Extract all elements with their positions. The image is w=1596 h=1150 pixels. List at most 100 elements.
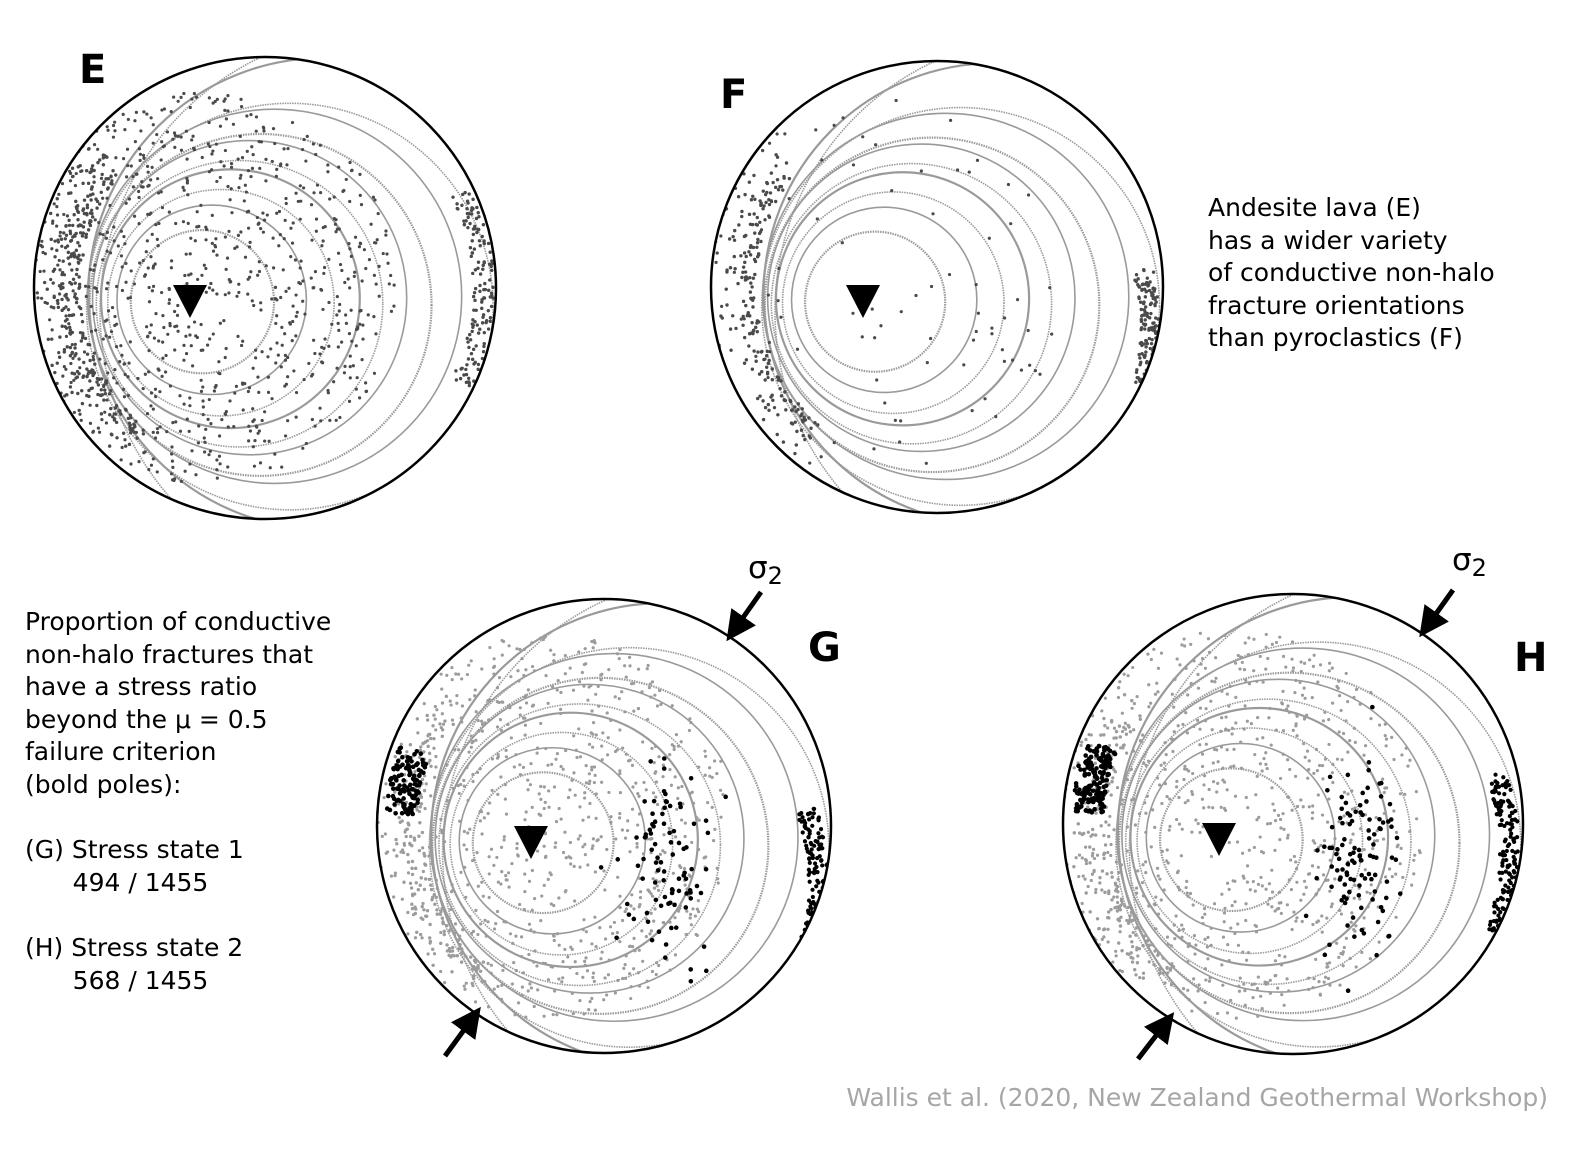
pole [277, 244, 281, 248]
pole [188, 396, 192, 400]
pole [92, 268, 96, 272]
pole [161, 314, 165, 318]
pole [188, 252, 192, 256]
pole [82, 220, 86, 224]
pole [109, 432, 114, 437]
pole [157, 221, 161, 226]
pole [266, 390, 271, 394]
pole [108, 203, 112, 208]
pole [46, 337, 51, 341]
pole [338, 262, 343, 267]
sigma2-arrow-h-top [1419, 588, 1456, 638]
pole [172, 95, 176, 99]
pole [233, 391, 237, 395]
sigma2-arrow-h-bottom [1136, 1012, 1175, 1061]
pole [90, 208, 94, 212]
pole [74, 231, 78, 236]
pole [296, 199, 300, 204]
pole [167, 210, 171, 214]
pole [137, 460, 141, 464]
pole [350, 168, 354, 172]
pole [141, 428, 145, 432]
pole [81, 181, 85, 186]
pole [106, 177, 111, 181]
pole [52, 202, 56, 206]
pole [335, 227, 339, 231]
pole [195, 225, 199, 229]
pole [319, 287, 323, 292]
pole [160, 108, 164, 112]
pole [218, 124, 223, 128]
pole [174, 420, 178, 424]
pole [75, 369, 80, 374]
pole [293, 258, 298, 262]
pole [57, 355, 62, 359]
pole [123, 128, 127, 132]
pole [312, 191, 316, 195]
pole [271, 236, 275, 240]
pole [389, 309, 394, 313]
pole [100, 172, 104, 177]
pole [94, 328, 98, 332]
pole [179, 148, 184, 152]
pole [285, 163, 289, 167]
pole [71, 254, 76, 258]
pole [91, 354, 95, 359]
pole [290, 339, 294, 343]
pole [280, 325, 284, 329]
pole [75, 267, 79, 272]
pole [201, 405, 205, 409]
pole [118, 412, 123, 416]
pole [289, 255, 293, 259]
pole [85, 374, 89, 379]
pole [246, 209, 251, 213]
pole [122, 395, 127, 399]
pole [195, 210, 199, 214]
pole [332, 380, 336, 384]
pole [364, 266, 368, 271]
pole [77, 285, 82, 289]
pole [266, 375, 270, 379]
pole [238, 134, 242, 138]
pole [217, 454, 222, 458]
pole [60, 297, 64, 302]
pole [226, 425, 230, 429]
pole [215, 476, 219, 480]
pole [336, 251, 341, 255]
pole [184, 252, 188, 256]
pole [366, 313, 370, 317]
pole [313, 269, 318, 274]
pole [109, 406, 113, 411]
pole [101, 337, 105, 341]
pole [377, 264, 381, 268]
pole [294, 293, 298, 297]
pole [155, 431, 160, 435]
pole [151, 284, 156, 288]
pole [110, 179, 114, 183]
pole [294, 415, 298, 419]
pole [358, 322, 362, 326]
pole [175, 324, 179, 328]
pole [70, 175, 75, 179]
pole [244, 190, 248, 194]
pole [147, 300, 152, 304]
pole [247, 439, 251, 443]
pole [204, 427, 208, 431]
pole [387, 282, 391, 286]
pole [185, 282, 189, 286]
pole [190, 449, 194, 453]
pole [344, 177, 348, 182]
pole [105, 398, 109, 402]
pole [262, 126, 266, 130]
pole [249, 174, 253, 179]
pole [35, 291, 39, 295]
pole [338, 302, 342, 307]
pole [111, 135, 116, 139]
pole [195, 335, 199, 340]
pole [283, 358, 288, 362]
pole [327, 344, 331, 348]
pole [134, 110, 139, 114]
pole [153, 436, 158, 440]
pole [65, 345, 69, 349]
pole [284, 382, 289, 386]
